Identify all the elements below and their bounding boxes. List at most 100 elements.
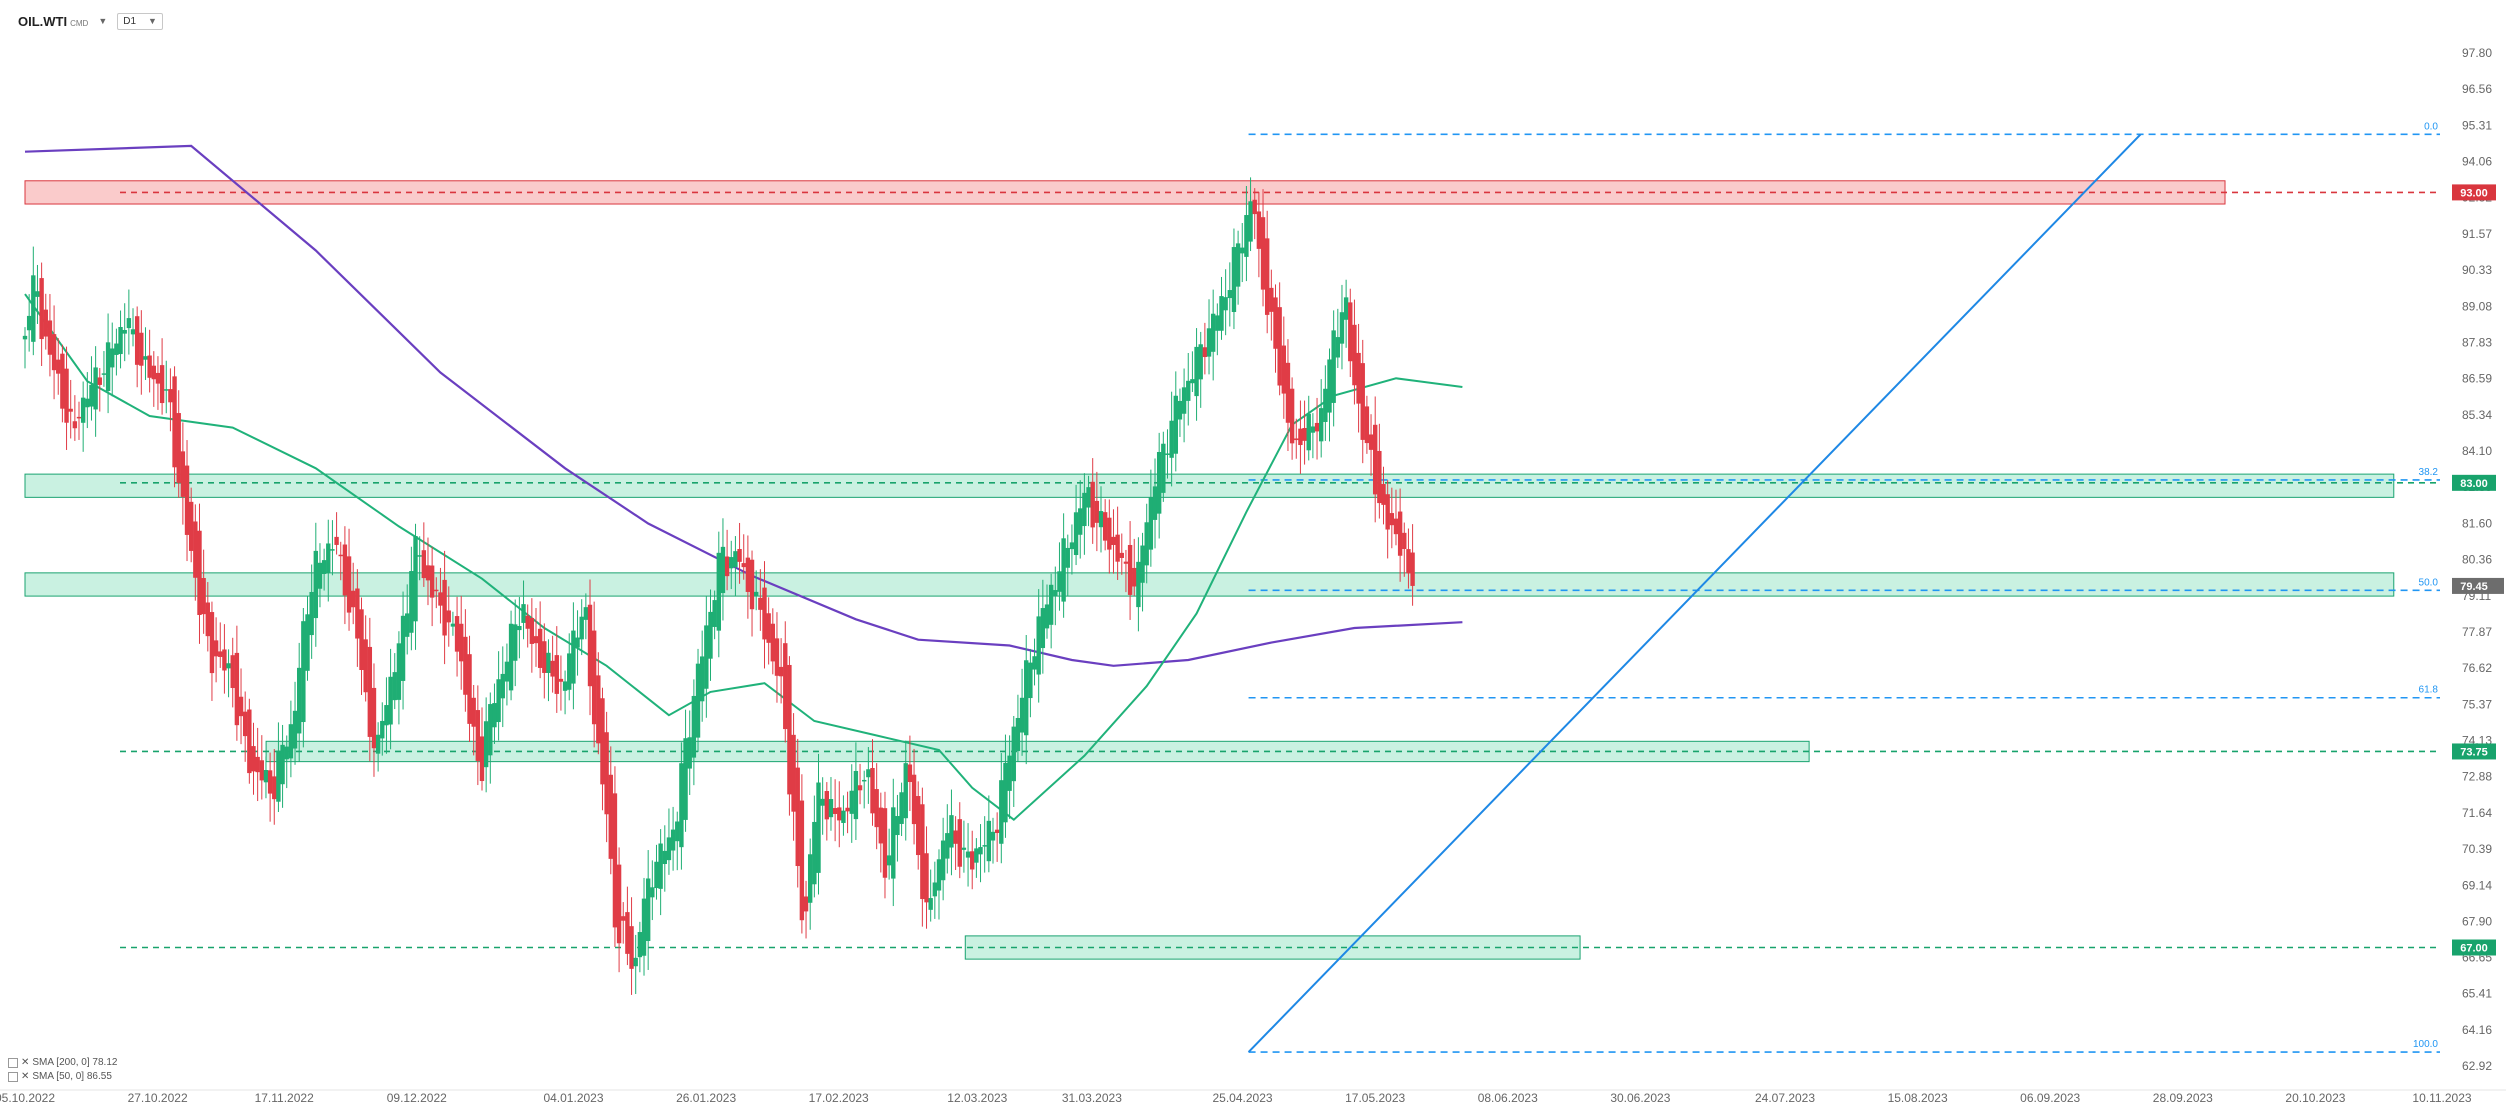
candle-body[interactable] [1302, 427, 1307, 441]
candle-body[interactable] [334, 536, 339, 545]
candle-body[interactable] [1057, 571, 1062, 592]
support-zone[interactable] [964, 935, 1581, 960]
candle-body[interactable] [600, 698, 605, 785]
candle-body[interactable] [1065, 547, 1070, 568]
candle-body[interactable] [770, 623, 776, 662]
candle-body[interactable] [467, 654, 472, 724]
candle-body[interactable] [571, 630, 576, 684]
candle-body[interactable] [492, 703, 497, 728]
symbol-selector[interactable]: OIL.WTI CMD [18, 14, 88, 29]
candle-body[interactable] [529, 617, 535, 644]
candle-body[interactable] [1011, 726, 1016, 782]
candle-body[interactable] [1406, 549, 1411, 574]
candle-body[interactable] [828, 799, 834, 818]
candle-body[interactable] [1410, 552, 1415, 586]
candle-body[interactable] [459, 623, 464, 662]
candle-body[interactable] [176, 413, 181, 483]
candle-body[interactable] [1289, 388, 1295, 444]
candle-body[interactable] [255, 756, 260, 773]
candle-body[interactable] [434, 589, 439, 592]
candle-body[interactable] [1397, 511, 1403, 556]
legend-item-sma50[interactable]: ✕ SMA [50, 0] 86.55 [8, 1070, 117, 1084]
candle-body[interactable] [670, 829, 676, 851]
candle-body[interactable] [1348, 302, 1353, 362]
candle-body[interactable] [1181, 387, 1187, 414]
candle-body[interactable] [1352, 324, 1357, 386]
candle-body[interactable] [546, 652, 551, 673]
candle-body[interactable] [521, 604, 526, 623]
candle-body[interactable] [429, 565, 435, 598]
candle-body[interactable] [247, 709, 252, 774]
candle-body[interactable] [612, 793, 618, 928]
candle-body[interactable] [999, 780, 1004, 844]
candle-body[interactable] [857, 785, 863, 791]
candle-body[interactable] [1161, 443, 1166, 493]
candle-body[interactable] [1331, 330, 1336, 403]
candle-body[interactable] [824, 791, 830, 820]
candle-body[interactable] [629, 926, 634, 969]
candle-body[interactable] [259, 760, 265, 781]
candle-body[interactable] [932, 882, 938, 897]
candle-body[interactable] [110, 348, 115, 368]
legend-item-sma200[interactable]: ✕ SMA [200, 0] 78.12 [8, 1056, 117, 1070]
candle-body[interactable] [292, 710, 298, 749]
candle-body[interactable] [783, 643, 788, 730]
candle-body[interactable] [1389, 513, 1395, 526]
close-icon[interactable]: ✕ [21, 1071, 30, 1082]
candle-body[interactable] [93, 367, 98, 410]
candle-body[interactable] [1206, 328, 1212, 357]
candle-body[interactable] [405, 613, 410, 637]
candle-body[interactable] [903, 763, 908, 819]
candle-body[interactable] [787, 664, 792, 795]
candle-body[interactable] [168, 389, 173, 403]
candle-body[interactable] [1402, 532, 1407, 549]
candle-body[interactable] [238, 696, 244, 717]
candle-body[interactable] [483, 721, 489, 768]
candle-body[interactable] [604, 732, 609, 815]
candle-body[interactable] [409, 571, 414, 633]
candle-body[interactable] [708, 611, 713, 659]
candle-body[interactable] [1036, 616, 1041, 675]
candle-body[interactable] [633, 957, 638, 967]
candle-body[interactable] [1015, 717, 1021, 752]
candle-body[interactable] [878, 807, 884, 844]
candle-body[interactable] [974, 848, 979, 863]
candle-body[interactable] [753, 591, 759, 597]
candle-body[interactable] [1393, 518, 1399, 535]
candle-body[interactable] [1343, 297, 1349, 320]
candle-body[interactable] [284, 746, 289, 760]
candle-body[interactable] [645, 878, 651, 942]
candle-body[interactable] [421, 550, 427, 579]
candle-body[interactable] [841, 810, 846, 823]
candle-body[interactable] [1019, 697, 1025, 733]
visibility-icon[interactable] [8, 1058, 18, 1068]
price-tag[interactable] [2452, 939, 2496, 956]
candle-body[interactable] [164, 389, 169, 391]
candle-body[interactable] [994, 829, 1000, 834]
candle-body[interactable] [990, 831, 996, 841]
candle-body[interactable] [226, 663, 231, 669]
candle-body[interactable] [89, 384, 94, 407]
candle-body[interactable] [1227, 290, 1232, 299]
candle-body[interactable] [982, 845, 987, 847]
candle-body[interactable] [1003, 762, 1008, 823]
candle-body[interactable] [1273, 297, 1278, 349]
candle-body[interactable] [1256, 211, 1262, 249]
candle-body[interactable] [1260, 217, 1266, 290]
candle-body[interactable] [658, 843, 663, 889]
candle-body[interactable] [562, 681, 568, 691]
candle-body[interactable] [1061, 538, 1066, 602]
candle-body[interactable] [920, 804, 925, 900]
candle-body[interactable] [508, 623, 514, 691]
candle-body[interactable] [749, 559, 755, 610]
candle-body[interactable] [346, 556, 352, 613]
candle-body[interactable] [22, 335, 28, 340]
candle-body[interactable] [907, 764, 913, 783]
candle-body[interactable] [1048, 584, 1054, 625]
candle-body[interactable] [380, 720, 385, 739]
candle-body[interactable] [475, 710, 481, 761]
candle-body[interactable] [945, 833, 950, 859]
candle-body[interactable] [288, 724, 294, 759]
price-tag[interactable] [2452, 474, 2496, 491]
candle-body[interactable] [313, 550, 319, 619]
